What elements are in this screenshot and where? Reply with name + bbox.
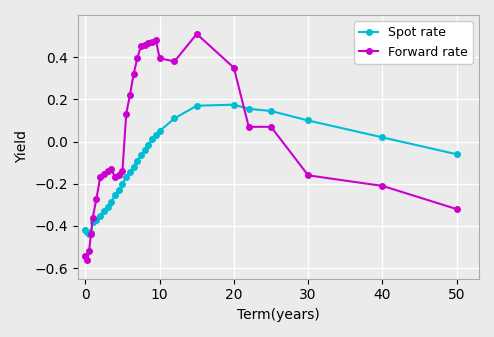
Forward rate bbox=[84, 258, 90, 262]
Forward rate bbox=[82, 253, 88, 257]
Spot rate bbox=[305, 119, 311, 123]
Spot rate bbox=[93, 218, 99, 222]
Spot rate bbox=[84, 230, 90, 234]
Forward rate bbox=[149, 40, 155, 44]
Forward rate bbox=[194, 32, 200, 36]
Spot rate bbox=[231, 103, 237, 107]
Spot rate bbox=[138, 153, 144, 157]
Spot rate bbox=[88, 231, 94, 235]
Forward rate bbox=[123, 112, 129, 116]
Forward rate bbox=[138, 43, 144, 48]
Spot rate bbox=[116, 188, 122, 192]
Forward rate bbox=[101, 172, 107, 176]
Forward rate bbox=[454, 207, 460, 211]
Spot rate bbox=[246, 107, 252, 111]
Spot rate bbox=[130, 165, 136, 169]
Forward rate bbox=[142, 42, 148, 47]
Y-axis label: Yield: Yield bbox=[15, 130, 29, 163]
Forward rate bbox=[120, 169, 125, 173]
Forward rate bbox=[246, 125, 252, 129]
Forward rate bbox=[231, 66, 237, 70]
Spot rate bbox=[97, 214, 103, 218]
Forward rate bbox=[112, 176, 118, 180]
Forward rate bbox=[97, 176, 103, 180]
Forward rate bbox=[379, 184, 385, 188]
Spot rate bbox=[142, 148, 148, 152]
Line: Forward rate: Forward rate bbox=[82, 31, 459, 263]
Spot rate bbox=[86, 233, 92, 237]
Spot rate bbox=[127, 170, 133, 174]
Forward rate bbox=[105, 169, 111, 173]
Spot rate bbox=[171, 116, 177, 120]
Forward rate bbox=[93, 196, 99, 201]
Forward rate bbox=[134, 56, 140, 60]
Spot rate bbox=[379, 135, 385, 140]
Forward rate bbox=[130, 72, 136, 76]
Spot rate bbox=[90, 220, 96, 224]
X-axis label: Term(years): Term(years) bbox=[237, 308, 320, 322]
Forward rate bbox=[127, 93, 133, 97]
Forward rate bbox=[90, 216, 96, 220]
Spot rate bbox=[146, 143, 152, 147]
Legend: Spot rate, Forward rate: Spot rate, Forward rate bbox=[354, 21, 473, 63]
Spot rate bbox=[194, 104, 200, 108]
Forward rate bbox=[171, 59, 177, 63]
Spot rate bbox=[454, 152, 460, 156]
Forward rate bbox=[88, 233, 94, 237]
Spot rate bbox=[268, 109, 274, 113]
Spot rate bbox=[108, 200, 114, 204]
Forward rate bbox=[116, 173, 122, 177]
Forward rate bbox=[305, 173, 311, 177]
Forward rate bbox=[268, 125, 274, 129]
Forward rate bbox=[153, 38, 159, 42]
Spot rate bbox=[153, 133, 159, 137]
Spot rate bbox=[123, 176, 129, 180]
Forward rate bbox=[146, 41, 152, 45]
Line: Spot rate: Spot rate bbox=[82, 102, 459, 237]
Spot rate bbox=[112, 193, 118, 197]
Forward rate bbox=[108, 167, 114, 171]
Forward rate bbox=[86, 249, 92, 253]
Spot rate bbox=[134, 158, 140, 162]
Spot rate bbox=[101, 209, 107, 213]
Spot rate bbox=[157, 129, 163, 133]
Spot rate bbox=[149, 137, 155, 142]
Spot rate bbox=[82, 228, 88, 232]
Forward rate bbox=[157, 56, 163, 60]
Spot rate bbox=[105, 205, 111, 209]
Spot rate bbox=[120, 182, 125, 186]
